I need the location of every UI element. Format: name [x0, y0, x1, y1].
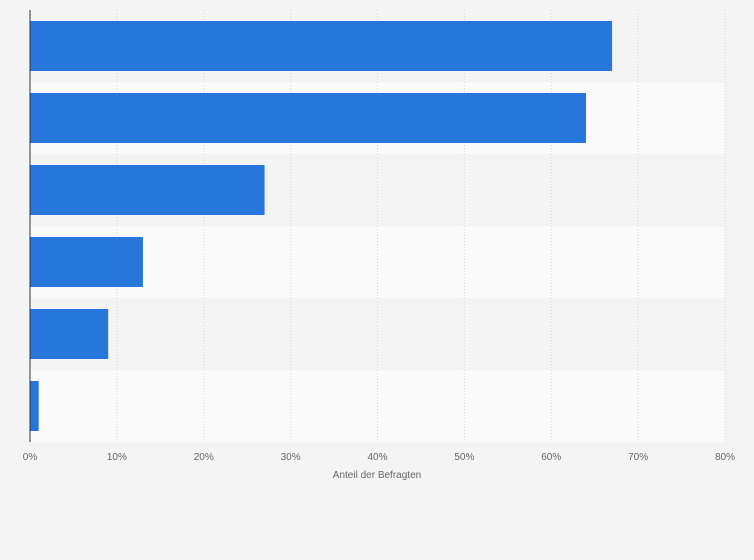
x-tick-label: 20% [194, 452, 214, 463]
x-tick-label: 70% [628, 452, 648, 463]
x-tick-label: 10% [107, 452, 127, 463]
x-tick-label: 80% [715, 452, 735, 463]
x-tick-label: 0% [23, 452, 38, 463]
bar[interactable] [30, 237, 143, 287]
bars [30, 21, 613, 431]
bar[interactable] [30, 21, 613, 71]
gridlines [116, 10, 726, 442]
x-tick-label: 40% [367, 452, 387, 463]
x-tick-label: 30% [281, 452, 301, 463]
x-tick-label: 50% [454, 452, 474, 463]
bar[interactable] [30, 381, 39, 431]
bar[interactable] [30, 93, 586, 143]
x-tick-label: 60% [541, 452, 561, 463]
x-tick-labels: 0% 10% 20% 30% 40% 50% 60% 70% 80% [23, 452, 735, 463]
x-axis-title: Anteil der Befragten [333, 470, 421, 481]
bar[interactable] [30, 165, 265, 215]
bar[interactable] [30, 309, 109, 359]
